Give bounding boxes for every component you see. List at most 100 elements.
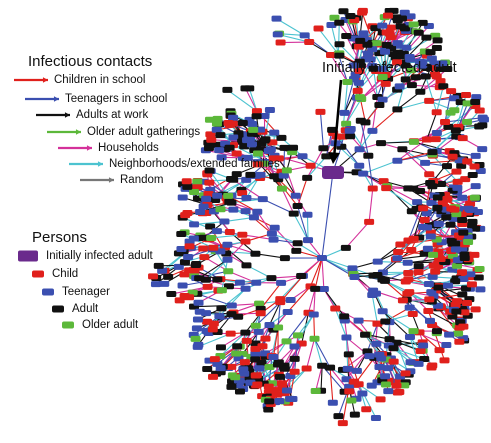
person-node bbox=[392, 157, 403, 164]
contact-edge bbox=[315, 365, 323, 392]
person-node bbox=[427, 149, 438, 156]
person-node bbox=[415, 88, 426, 95]
person-node bbox=[334, 41, 345, 48]
person-node bbox=[353, 79, 364, 86]
person-label: Older adult bbox=[82, 319, 139, 331]
contact-edge bbox=[281, 188, 295, 214]
person-node bbox=[204, 179, 215, 186]
contact-edge bbox=[205, 259, 228, 281]
person-node bbox=[276, 185, 287, 192]
contact-edge bbox=[198, 259, 228, 279]
contact-edge bbox=[330, 54, 348, 83]
person-node bbox=[372, 258, 383, 265]
person-node bbox=[240, 285, 251, 292]
person-node bbox=[437, 60, 448, 67]
person-node bbox=[378, 65, 389, 72]
person-node bbox=[344, 383, 355, 390]
person-node bbox=[237, 231, 248, 238]
person-node bbox=[460, 176, 471, 183]
person-node bbox=[240, 208, 251, 215]
person-node bbox=[232, 343, 243, 350]
person-node bbox=[457, 216, 468, 223]
contact-edge bbox=[236, 325, 257, 347]
person-node bbox=[244, 85, 255, 92]
contact-edge bbox=[375, 293, 390, 323]
person-node bbox=[204, 116, 215, 123]
person-node bbox=[342, 79, 353, 86]
person-node bbox=[449, 206, 460, 213]
person-node bbox=[216, 154, 227, 161]
person-node bbox=[251, 279, 262, 286]
person-node bbox=[241, 195, 252, 202]
person-node bbox=[362, 41, 373, 48]
person-node bbox=[441, 214, 452, 221]
contact-edge bbox=[262, 198, 294, 215]
person-node bbox=[365, 56, 376, 63]
person-node bbox=[216, 305, 227, 312]
contact-edge bbox=[320, 365, 323, 391]
contact-label: Teenagers in school bbox=[65, 93, 167, 105]
person-node bbox=[408, 138, 419, 145]
person-node bbox=[420, 159, 431, 166]
contact-edge bbox=[314, 257, 323, 290]
person-node bbox=[413, 269, 424, 276]
person-node bbox=[380, 80, 391, 87]
person-node bbox=[470, 152, 481, 159]
person-node bbox=[199, 254, 210, 261]
person-node bbox=[440, 119, 451, 126]
person-node bbox=[223, 120, 234, 127]
person-node bbox=[315, 108, 326, 115]
person-node bbox=[334, 52, 345, 59]
person-node bbox=[376, 140, 387, 147]
person-node bbox=[466, 281, 477, 288]
person-node bbox=[406, 67, 417, 74]
person-node bbox=[342, 365, 353, 372]
person-node bbox=[458, 276, 469, 283]
person-node bbox=[205, 223, 216, 230]
person-node bbox=[292, 240, 303, 247]
person-node bbox=[318, 145, 329, 152]
person-node bbox=[449, 215, 460, 222]
person-node bbox=[228, 114, 239, 121]
contact-edge bbox=[425, 76, 438, 113]
person-node bbox=[353, 317, 364, 324]
person-node bbox=[223, 268, 234, 275]
person-node bbox=[268, 236, 279, 243]
person-node bbox=[462, 100, 473, 107]
person-node bbox=[452, 262, 463, 269]
person-node bbox=[228, 206, 239, 213]
person-node bbox=[453, 330, 464, 337]
person-node bbox=[451, 168, 462, 175]
person-node bbox=[457, 194, 468, 201]
person-node bbox=[450, 240, 461, 247]
contact-edge bbox=[397, 139, 428, 162]
person-node bbox=[475, 168, 486, 175]
contacts-title: Infectious contacts bbox=[28, 53, 152, 70]
person-node bbox=[241, 176, 252, 183]
contact-edge bbox=[297, 314, 315, 336]
person-label: Teenager bbox=[62, 286, 110, 298]
person-node bbox=[459, 309, 470, 316]
person-node bbox=[351, 367, 362, 374]
contact-edge bbox=[382, 310, 411, 338]
person-node bbox=[358, 170, 369, 177]
person-node bbox=[264, 107, 275, 114]
person-node bbox=[297, 153, 308, 160]
person-node bbox=[404, 54, 415, 61]
person-node bbox=[381, 29, 392, 36]
person-label: Child bbox=[52, 268, 78, 280]
person-node bbox=[263, 406, 274, 413]
person-node bbox=[384, 336, 395, 343]
person-node bbox=[370, 414, 381, 421]
person-node bbox=[457, 135, 468, 142]
person-node bbox=[337, 420, 348, 427]
person-node bbox=[274, 373, 285, 380]
person-node bbox=[250, 322, 261, 329]
contact-edge bbox=[386, 185, 418, 203]
person-node bbox=[385, 24, 396, 31]
person-node bbox=[392, 255, 403, 262]
person-node bbox=[279, 144, 290, 151]
contact-edge bbox=[297, 205, 309, 241]
person-node bbox=[225, 330, 236, 337]
person-node bbox=[269, 224, 280, 231]
